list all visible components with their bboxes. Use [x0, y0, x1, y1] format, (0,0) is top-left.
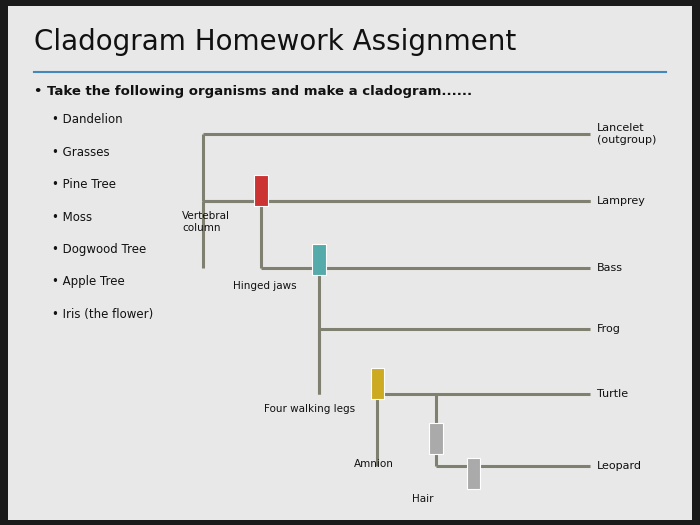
- Text: • Moss: • Moss: [52, 211, 92, 224]
- Text: Lancelet
(outgroup): Lancelet (outgroup): [597, 123, 657, 145]
- Bar: [254, 175, 267, 206]
- Text: Hair: Hair: [412, 494, 433, 504]
- Text: Four walking legs: Four walking legs: [265, 404, 356, 414]
- Bar: [429, 423, 442, 454]
- Bar: [467, 458, 480, 489]
- Text: Lamprey: Lamprey: [597, 196, 646, 206]
- Text: • Take the following organisms and make a cladogram......: • Take the following organisms and make …: [34, 85, 472, 98]
- Bar: [370, 368, 384, 399]
- Text: • Pine Tree: • Pine Tree: [52, 178, 116, 191]
- Text: • Dogwood Tree: • Dogwood Tree: [52, 243, 146, 256]
- Text: • Grasses: • Grasses: [52, 146, 109, 159]
- Text: • Iris (the flower): • Iris (the flower): [52, 308, 153, 321]
- Text: Bass: Bass: [597, 262, 623, 272]
- Text: Turtle: Turtle: [597, 388, 628, 398]
- Text: • Apple Tree: • Apple Tree: [52, 275, 125, 288]
- Text: Amnion: Amnion: [354, 459, 393, 469]
- Text: Cladogram Homework Assignment: Cladogram Homework Assignment: [34, 28, 517, 56]
- Text: Vertebral
column: Vertebral column: [182, 211, 230, 233]
- Text: Hinged jaws: Hinged jaws: [233, 280, 297, 290]
- Text: • Dandelion: • Dandelion: [52, 113, 122, 127]
- Bar: [312, 245, 326, 275]
- Text: Frog: Frog: [597, 324, 621, 334]
- Text: Leopard: Leopard: [597, 461, 642, 471]
